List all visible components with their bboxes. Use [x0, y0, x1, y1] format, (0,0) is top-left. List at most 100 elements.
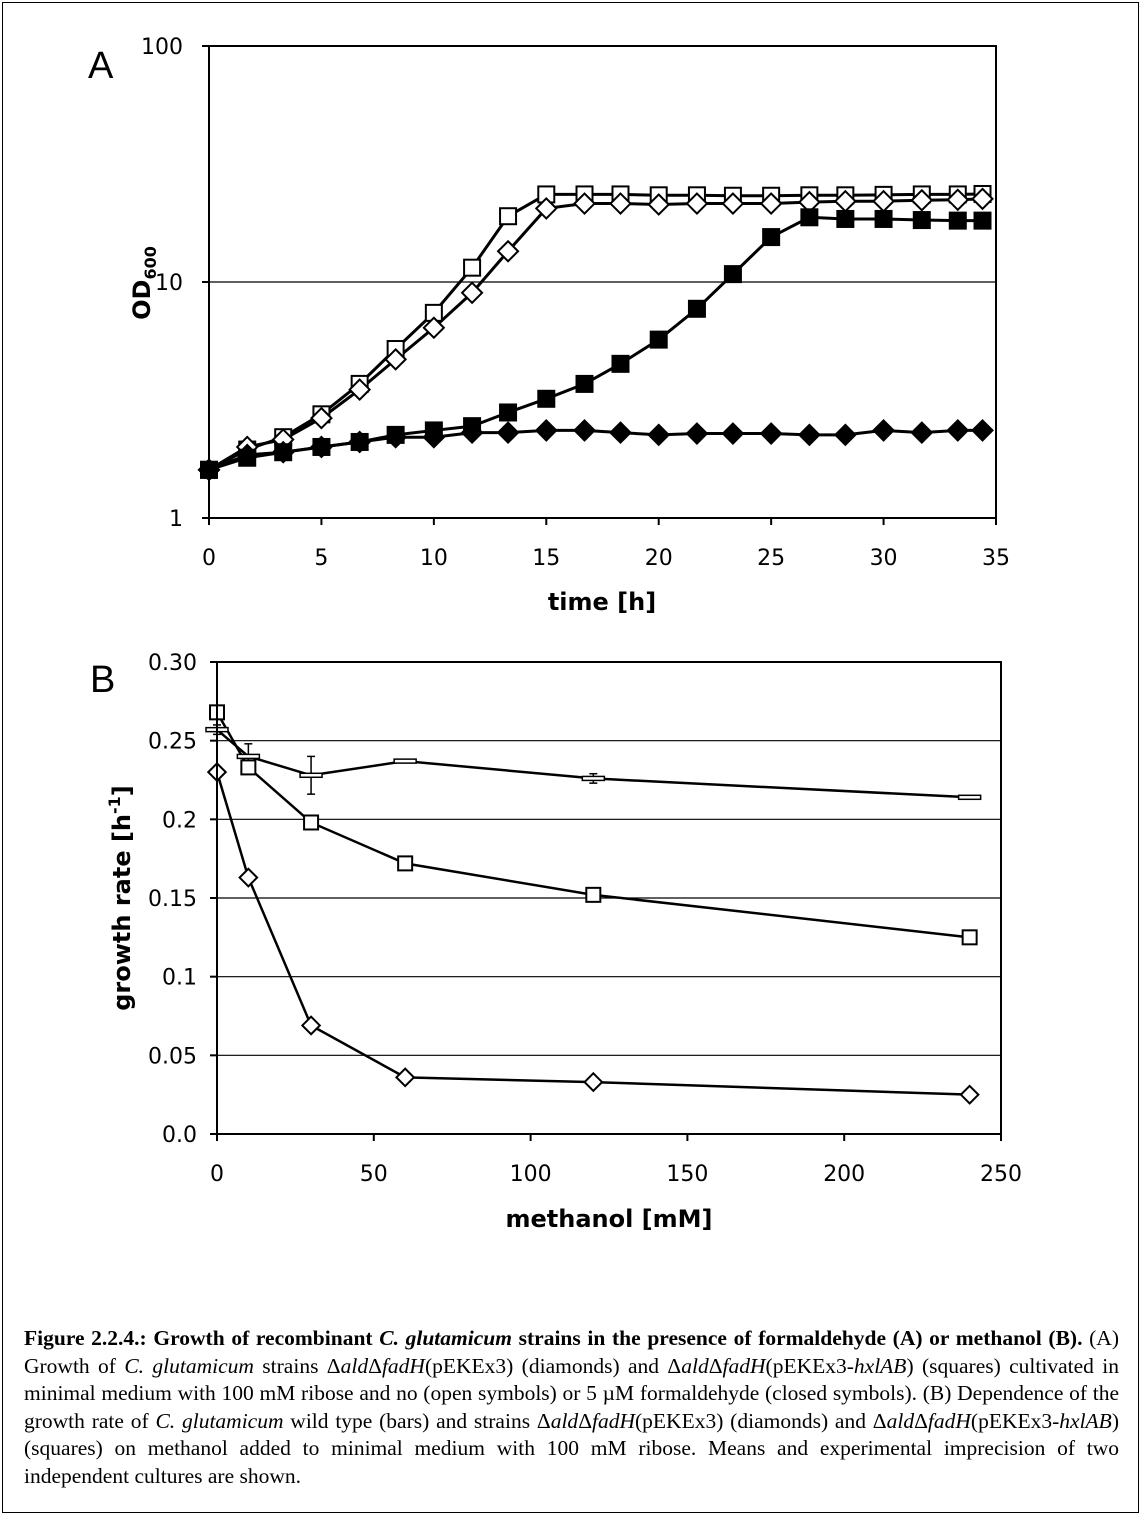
- data-point-a: [910, 188, 934, 212]
- figure-caption: Figure 2.2.4.: Growth of recombinant C. …: [24, 1326, 1120, 1488]
- data-point-a: [872, 419, 895, 442]
- data-point-a: [759, 422, 783, 445]
- y-tick-label-b: 0.30: [148, 651, 197, 676]
- data-point-a: [575, 374, 594, 393]
- y-tick-label-b: 0.15: [148, 887, 197, 912]
- chart-panel-a: A 0 5 10 15 20 25 30 35 1 10 100 time [h] OD600: [88, 35, 1010, 616]
- data-point-a: [384, 425, 408, 449]
- data-point-a: [687, 299, 706, 318]
- x-tick-label-b: 0: [210, 1162, 224, 1187]
- series-line-b: [216, 728, 970, 799]
- data-point-b: [585, 886, 602, 903]
- panel-label-b: B: [90, 659, 115, 701]
- data-point-a: [499, 403, 518, 422]
- data-point-a: [463, 258, 482, 277]
- data-point-a: [499, 207, 518, 226]
- data-point-a: [912, 211, 931, 230]
- data-point-a: [649, 330, 668, 349]
- x-tick-label-a: 35: [982, 546, 1010, 571]
- data-point-a: [422, 316, 446, 340]
- y-tick-label-b: 0.0: [162, 1123, 197, 1148]
- y-tick-label-a: 1: [169, 507, 183, 532]
- y-tick-label-b: 0.2: [162, 808, 197, 833]
- data-point-b: [393, 758, 417, 764]
- x-tick-label-a: 10: [420, 546, 448, 571]
- data-point-a: [573, 192, 596, 215]
- panel-label-a: A: [88, 45, 114, 87]
- data-point-a: [762, 228, 781, 247]
- x-tick-label-b: 50: [360, 1162, 388, 1187]
- series-line-b: [215, 771, 970, 1096]
- series-line-a: [208, 428, 983, 472]
- data-point-b: [959, 1084, 980, 1105]
- data-point-b: [581, 775, 606, 782]
- data-point-a: [384, 347, 408, 371]
- y-tick-label-a: 100: [141, 35, 183, 60]
- x-tick-label-b: 150: [666, 1162, 708, 1187]
- data-point-b: [957, 794, 982, 801]
- data-point-a: [721, 192, 745, 215]
- data-point-a: [973, 211, 992, 230]
- data-point-b: [236, 753, 261, 760]
- data-point-a: [946, 188, 970, 212]
- series-line-b: [215, 711, 970, 939]
- data-point-a: [573, 419, 596, 442]
- x-tick-label-a: 15: [532, 546, 560, 571]
- data-point-a: [723, 265, 742, 284]
- x-tick-label-b: 250: [980, 1162, 1022, 1187]
- x-tick-label-b: 200: [823, 1162, 865, 1187]
- plot-area-a: [208, 45, 997, 519]
- data-point-b: [961, 929, 978, 946]
- data-point-a: [721, 422, 745, 445]
- y-tick-label-a: 10: [155, 271, 183, 296]
- y-axis-title-b: growth rate [h-1]: [105, 785, 136, 1011]
- data-point-a: [874, 209, 893, 228]
- data-point-a: [647, 423, 671, 447]
- data-point-a: [496, 239, 520, 263]
- data-point-a: [685, 422, 709, 445]
- data-point-a: [310, 435, 333, 459]
- data-point-a: [534, 197, 558, 220]
- x-tick-label-a: 5: [314, 546, 328, 571]
- data-point-b: [299, 772, 323, 779]
- data-point-a: [759, 192, 783, 215]
- caption-title: Figure 2.2.4.: Growth of recombinant C. …: [24, 1326, 1083, 1350]
- x-axis-title-a: time [h]: [548, 588, 656, 616]
- data-point-a: [422, 425, 446, 449]
- plot-area-b: [216, 661, 1002, 1135]
- data-point-a: [611, 354, 630, 373]
- x-tick-label-a: 30: [870, 546, 898, 571]
- x-tick-label-a: 20: [645, 546, 673, 571]
- data-point-a: [348, 430, 372, 454]
- data-point-a: [348, 378, 372, 402]
- data-point-b: [240, 759, 257, 776]
- data-point-a: [537, 389, 556, 408]
- x-tick-label-a: 25: [757, 546, 785, 571]
- data-point-a: [685, 192, 709, 215]
- data-point-a: [609, 192, 632, 215]
- data-point-a: [235, 443, 259, 467]
- y-tick-label-b: 0.1: [162, 966, 197, 991]
- data-point-b: [303, 814, 320, 831]
- data-point-b: [583, 1071, 604, 1093]
- data-point-a: [460, 281, 484, 305]
- data-point-b: [238, 867, 259, 888]
- y-axis-title-a: OD600: [128, 246, 160, 320]
- chart-panel-b: B 0.0 0.05 0.1 0.15 0.2 0.25 0.30 0 50 100 150 200 2…: [90, 651, 1022, 1233]
- data-point-a: [971, 187, 994, 211]
- series-line-a: [208, 197, 983, 472]
- data-point-a: [910, 421, 934, 445]
- y-tick-label-b: 0.05: [148, 1044, 197, 1069]
- data-point-b: [394, 1067, 416, 1088]
- x-tick-label-b: 100: [510, 1162, 552, 1187]
- series-line-a: [208, 192, 983, 472]
- data-point-a: [647, 193, 671, 216]
- x-tick-label-a: 0: [202, 546, 216, 571]
- y-tick-label-b: 0.25: [148, 730, 197, 755]
- data-point-a: [271, 440, 295, 464]
- data-point-a: [836, 209, 855, 228]
- data-point-a: [971, 419, 994, 442]
- data-point-a: [496, 421, 520, 445]
- data-point-a: [609, 421, 632, 445]
